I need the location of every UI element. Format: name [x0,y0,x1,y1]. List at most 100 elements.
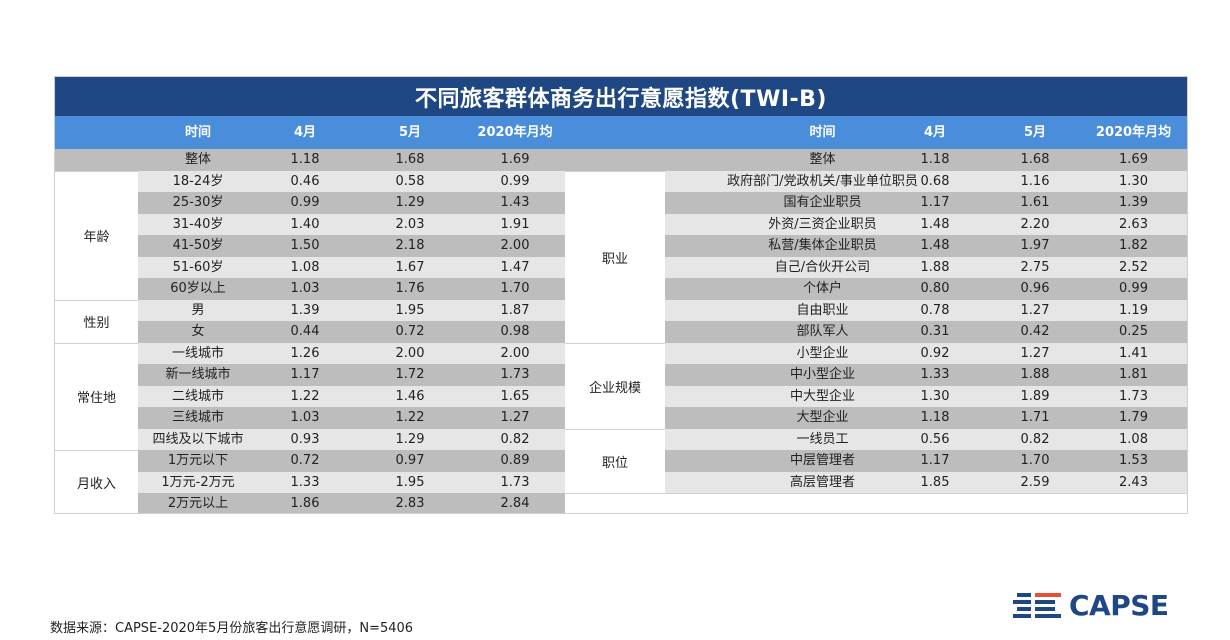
may-value: 1.97 [1020,238,1050,253]
may-value: 1.29 [395,431,425,447]
april-value: 1.03 [290,281,320,296]
may-value: 1.67 [395,259,425,275]
avg-value: 1.69 [500,152,530,167]
april-value: 1.08 [290,259,320,275]
right-group-filler [565,493,1187,513]
table-row [138,213,565,235]
april-value: 1.17 [920,453,950,468]
avg-value: 1.19 [1119,302,1148,318]
header-time: 时间 [809,125,836,140]
row-label: 60岁以上 [170,281,226,296]
may-value: 2.18 [395,238,425,253]
avg-value: 0.99 [500,173,530,189]
row-label: 整体 [809,152,836,167]
avg-value: 1.79 [1119,410,1148,425]
row-label: 外资/三资企业职员 [768,216,877,232]
table-row [665,428,1187,450]
may-value: 0.82 [1020,431,1050,447]
april-value: 0.93 [290,431,320,447]
avg-value: 2.84 [500,496,530,511]
avg-value: 1.27 [500,410,530,425]
april-value: 1.88 [920,259,950,275]
table-row [665,450,1187,472]
table-row [138,321,565,343]
table-row [138,256,565,278]
may-value: 1.27 [1020,345,1050,361]
row-label: 41-50岁 [172,238,224,253]
may-value: 1.61 [1020,195,1050,210]
table-row [138,385,565,407]
may-value: 2.20 [1020,216,1050,232]
may-value: 2.03 [395,216,425,232]
data-source-note: 数据来源：CAPSE-2020年5月份旅客出行意愿调研，N=5406 [50,621,414,636]
table-row [665,213,1187,235]
table-row [138,235,565,257]
avg-value: 1.69 [1119,152,1148,167]
left-group-2: 常住地 [55,342,138,450]
row-label: 51-60岁 [172,259,224,275]
avg-value: 0.98 [500,324,530,339]
row-label: 自由职业 [796,302,849,318]
table-row [138,278,565,300]
row-label: 四线及以下城市 [152,431,244,447]
table-row [665,256,1187,278]
may-value: 1.70 [1020,453,1050,468]
avg-value: 1.87 [500,302,530,318]
may-value: 1.88 [1020,367,1050,382]
left-group-1: 性别 [55,299,138,343]
table-row [665,149,1187,171]
capse-logo-icon [1013,593,1061,618]
april-value: 1.03 [290,410,320,425]
april-value: 1.39 [290,302,320,318]
may-value: 2.59 [1020,474,1050,490]
avg-value: 2.00 [500,345,530,361]
may-value: 0.97 [395,453,425,468]
april-value: 1.17 [920,195,950,210]
left-group-0: 年龄 [55,170,138,300]
right-group-0: 职业 [565,170,665,343]
avg-value: 2.63 [1119,216,1148,232]
row-label: 新一线城市 [165,367,231,382]
april-value: 1.48 [920,238,950,253]
avg-value: 0.89 [500,453,530,468]
april-value: 1.85 [920,474,950,490]
april-value: 1.17 [290,367,320,382]
avg-value: 1.73 [500,367,530,382]
capse-logo: CAPSE [1013,585,1183,625]
avg-value: 0.25 [1119,324,1148,339]
april-value: 0.68 [920,173,950,189]
row-label: 小型企业 [796,345,849,361]
table-header: 时间 4月 5月 2020年月均 时间 4月 5月 2020年月均 [55,116,1187,149]
row-label: 高层管理者 [789,474,855,490]
row-label: 私营/集体企业职员 [768,238,877,253]
table-row [138,149,565,171]
april-value: 1.22 [290,388,320,404]
header-april: 4月 [923,125,947,140]
may-value: 1.46 [395,388,425,404]
april-value: 0.92 [920,345,950,361]
may-value: 0.96 [1020,281,1050,296]
april-value: 0.80 [920,281,950,296]
header-avg: 2020年月均 [477,125,553,140]
may-value: 1.29 [395,195,425,210]
avg-value: 1.43 [500,195,530,210]
table-row [665,192,1187,214]
avg-value: 2.00 [500,238,530,253]
header-time: 时间 [184,125,211,140]
april-value: 1.18 [290,152,320,167]
logo-text: CAPSE [1069,588,1169,622]
table-row [665,471,1187,493]
avg-value: 2.52 [1119,259,1148,275]
right-group-2: 职位 [565,428,665,493]
table-row [138,471,565,493]
april-value: 1.48 [920,216,950,232]
row-label: 自己/合伙开公司 [774,259,871,275]
row-label: 31-40岁 [172,216,224,232]
table-row [138,493,565,513]
may-value: 1.68 [1020,152,1050,167]
row-label: 男 [191,302,205,318]
may-value: 1.16 [1020,173,1050,189]
row-label: 中小型企业 [789,367,855,382]
may-value: 1.95 [395,474,425,490]
may-value: 1.71 [1020,410,1050,425]
